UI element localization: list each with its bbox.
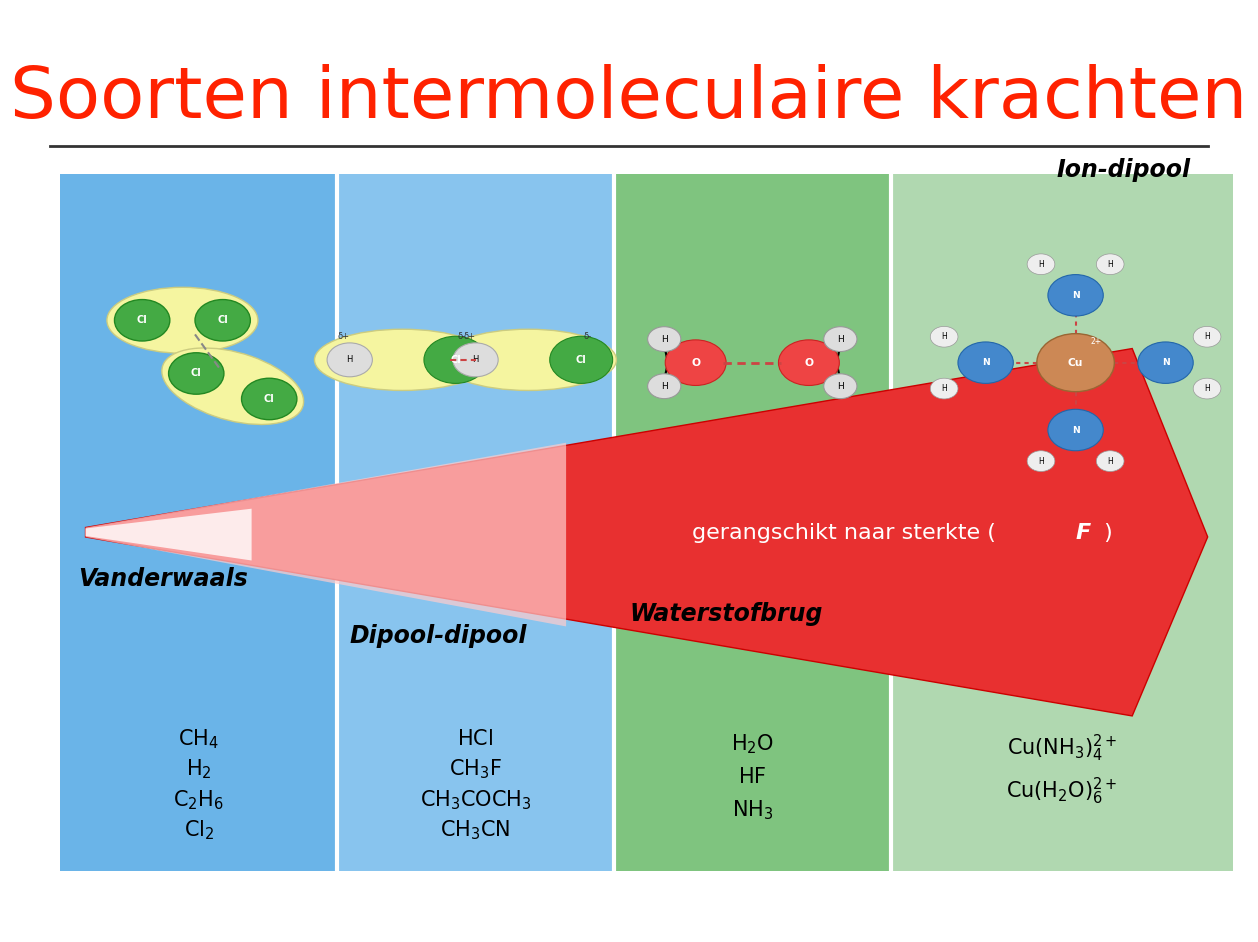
Text: Cl: Cl — [450, 355, 460, 365]
Text: H: H — [941, 333, 947, 341]
Circle shape — [195, 300, 250, 341]
Text: δ-: δ- — [458, 332, 465, 341]
Text: H: H — [346, 355, 353, 365]
Text: $\mathregular{Cu(H_2O)_6^{2+}}$: $\mathregular{Cu(H_2O)_6^{2+}}$ — [1006, 775, 1117, 807]
Text: H: H — [941, 384, 947, 393]
Polygon shape — [86, 509, 252, 560]
Ellipse shape — [440, 330, 616, 391]
Text: H: H — [837, 382, 844, 391]
Text: 2+: 2+ — [1091, 337, 1102, 347]
Text: ): ) — [1097, 523, 1113, 544]
Text: F: F — [1076, 523, 1091, 544]
Text: Waterstofbrug: Waterstofbrug — [629, 602, 823, 626]
Text: $\mathregular{Cu(NH_3)_4^{2+}}$: $\mathregular{Cu(NH_3)_4^{2+}}$ — [1006, 733, 1117, 765]
Text: O: O — [691, 358, 701, 367]
FancyBboxPatch shape — [337, 174, 614, 871]
Text: H: H — [837, 334, 844, 344]
Circle shape — [114, 300, 170, 341]
Text: Cl: Cl — [576, 355, 586, 365]
Circle shape — [959, 342, 1014, 383]
Text: Cl: Cl — [264, 394, 274, 404]
Circle shape — [1138, 342, 1193, 383]
Circle shape — [327, 343, 372, 377]
Text: $\mathregular{CH_3CN}$: $\mathregular{CH_3CN}$ — [440, 818, 511, 842]
Text: Soorten intermoleculaire krachten: Soorten intermoleculaire krachten — [10, 64, 1248, 134]
Circle shape — [242, 379, 297, 420]
FancyBboxPatch shape — [614, 174, 891, 871]
Circle shape — [1037, 333, 1115, 392]
Text: Cu: Cu — [1068, 358, 1083, 367]
Text: Dipool-dipool: Dipool-dipool — [350, 624, 527, 648]
Text: H: H — [660, 382, 668, 391]
Circle shape — [169, 352, 224, 394]
Circle shape — [665, 340, 726, 385]
Polygon shape — [86, 349, 1208, 716]
Text: H: H — [1204, 333, 1210, 341]
FancyBboxPatch shape — [60, 174, 337, 871]
Text: N: N — [1161, 358, 1170, 367]
Circle shape — [648, 374, 681, 398]
Text: H: H — [1107, 260, 1113, 268]
Circle shape — [779, 340, 839, 385]
Circle shape — [1097, 451, 1125, 472]
Text: H: H — [1038, 457, 1044, 465]
Text: $\mathregular{Cl_2}$: $\mathregular{Cl_2}$ — [184, 818, 214, 842]
Text: $\mathregular{NH_3}$: $\mathregular{NH_3}$ — [731, 798, 774, 822]
Circle shape — [824, 327, 857, 351]
Text: $\mathregular{H_2}$: $\mathregular{H_2}$ — [186, 757, 211, 782]
Circle shape — [1028, 451, 1055, 472]
Text: Cl: Cl — [137, 316, 147, 325]
Text: H: H — [660, 334, 668, 344]
Text: Vanderwaals: Vanderwaals — [78, 567, 248, 592]
Text: $\mathregular{CH_3F}$: $\mathregular{CH_3F}$ — [449, 757, 502, 782]
Polygon shape — [86, 443, 566, 626]
Text: $\mathregular{C_2H_6}$: $\mathregular{C_2H_6}$ — [174, 788, 224, 812]
Circle shape — [824, 374, 857, 398]
Text: δ+: δ+ — [337, 332, 350, 341]
Text: gerangschikt naar sterkte (: gerangschikt naar sterkte ( — [692, 523, 1003, 544]
Circle shape — [424, 336, 487, 383]
Circle shape — [550, 336, 613, 383]
Text: N: N — [1072, 291, 1079, 300]
Text: H: H — [1204, 384, 1210, 393]
Circle shape — [1193, 378, 1222, 398]
Circle shape — [453, 343, 498, 377]
Text: δ-: δ- — [584, 332, 591, 341]
Circle shape — [1048, 275, 1103, 317]
Text: H: H — [1107, 457, 1113, 465]
Ellipse shape — [107, 287, 258, 353]
Ellipse shape — [314, 330, 491, 391]
Text: Cl: Cl — [218, 316, 228, 325]
Circle shape — [648, 327, 681, 351]
Circle shape — [1048, 409, 1103, 451]
Text: N: N — [1072, 426, 1079, 434]
Text: N: N — [981, 358, 990, 367]
Text: O: O — [804, 358, 814, 367]
Text: H: H — [472, 355, 479, 365]
Text: δ+: δ+ — [463, 332, 476, 341]
Circle shape — [931, 327, 959, 347]
Text: $\mathregular{HCl}$: $\mathregular{HCl}$ — [458, 729, 493, 750]
Ellipse shape — [162, 348, 303, 425]
Circle shape — [1097, 254, 1125, 275]
Text: H: H — [1038, 260, 1044, 268]
Text: $\mathregular{H_2O}$: $\mathregular{H_2O}$ — [731, 732, 774, 756]
Circle shape — [1028, 254, 1055, 275]
Text: Ion-dipool: Ion-dipool — [1057, 157, 1191, 182]
Circle shape — [1193, 327, 1222, 347]
Text: $\mathregular{HF}$: $\mathregular{HF}$ — [738, 767, 766, 788]
Text: $\mathregular{CH_3COCH_3}$: $\mathregular{CH_3COCH_3}$ — [420, 788, 531, 812]
Text: $\mathregular{CH_4}$: $\mathregular{CH_4}$ — [179, 727, 219, 752]
Circle shape — [931, 378, 959, 398]
FancyBboxPatch shape — [891, 174, 1233, 871]
Text: Cl: Cl — [191, 368, 201, 379]
